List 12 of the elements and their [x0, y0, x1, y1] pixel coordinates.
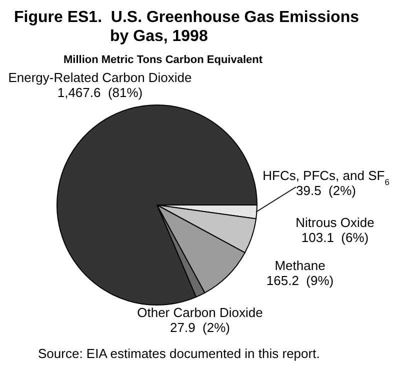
source-note: Source: EIA estimates documented in this report.: [37, 346, 321, 361]
pie-slice: [56, 104, 258, 306]
slice-label: Energy-Related Carbon Dioxide: [8, 70, 192, 85]
data-label: 103.1 (6%): [301, 230, 369, 245]
slice-label: Nitrous Oxide: [296, 215, 374, 230]
chart-title: Figure ES1. U.S. Greenhouse Gas Emissions by Gas, 1998: [13, 8, 360, 46]
data-label: 1,467.6 (81%): [57, 85, 143, 100]
slice-label: Methane: [274, 258, 326, 273]
slice-label: Other Carbon Dioxide: [137, 305, 263, 320]
data-label: 165.2 (9%): [266, 273, 334, 288]
data-label: 27.9 (2%): [170, 320, 230, 335]
chart-subtitle: Million Metric Tons Carbon Equivalent: [62, 54, 264, 66]
